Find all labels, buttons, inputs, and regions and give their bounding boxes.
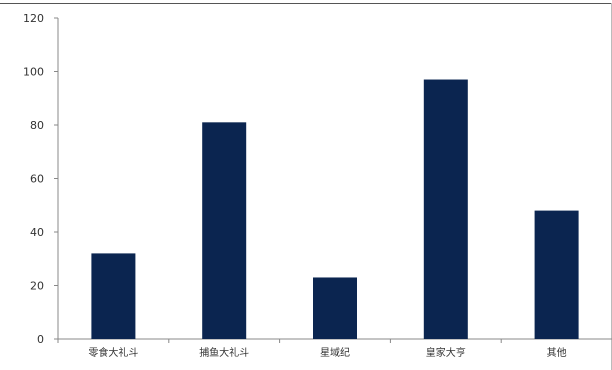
y-tick-label: 60 bbox=[30, 173, 44, 186]
bar-1 bbox=[91, 253, 136, 339]
y-tick-label: 20 bbox=[30, 280, 44, 293]
bar-4 bbox=[423, 79, 468, 340]
bar-3 bbox=[313, 277, 357, 339]
bar-2 bbox=[202, 122, 247, 339]
x-category-label: 捕鱼大礼斗 bbox=[199, 346, 249, 359]
y-tick-label: 0 bbox=[37, 333, 44, 346]
y-tick-label: 80 bbox=[30, 119, 44, 132]
bar-5 bbox=[534, 210, 579, 339]
y-tick-label: 40 bbox=[30, 226, 44, 239]
y-tick-label: 100 bbox=[23, 66, 44, 79]
top-border-line bbox=[0, 3, 612, 4]
x-category-label: 皇家大亨 bbox=[426, 346, 466, 359]
x-category-label: 其他 bbox=[547, 346, 567, 359]
x-category-label: 零食大礼斗 bbox=[88, 346, 138, 359]
y-tick-label: 120 bbox=[23, 12, 44, 25]
x-category-label: 星域纪 bbox=[320, 346, 350, 359]
